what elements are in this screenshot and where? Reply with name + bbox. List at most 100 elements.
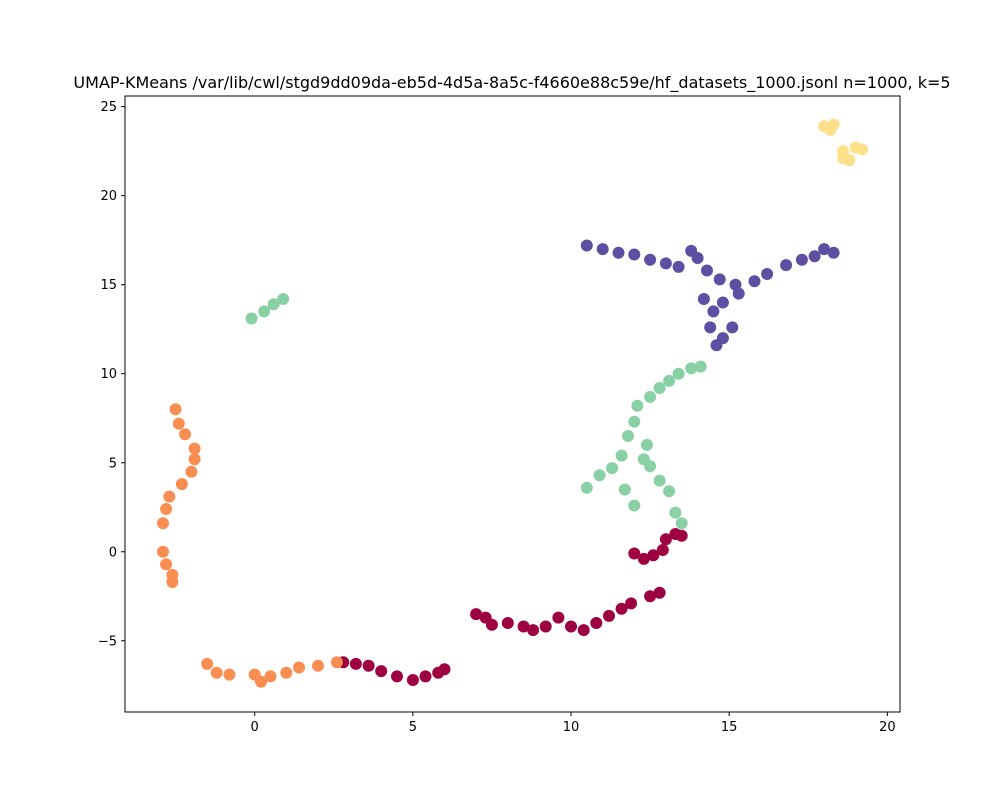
scatter-point	[694, 360, 707, 373]
scatter-point	[157, 545, 169, 558]
scatter-point	[565, 620, 577, 633]
plot-frame	[124, 95, 901, 713]
scatter-point	[258, 305, 271, 318]
scatter-point	[577, 624, 590, 637]
scatter-point	[647, 549, 660, 562]
points-layer	[157, 118, 868, 688]
scatter-point	[419, 670, 432, 683]
scatter-point	[622, 430, 634, 442]
scatter-point	[628, 415, 641, 428]
scatter-point	[644, 460, 657, 473]
scatter-point	[748, 275, 761, 288]
scatter-point	[245, 312, 258, 325]
scatter-point	[615, 602, 628, 615]
scatter-point	[406, 674, 419, 686]
scatter-point	[375, 665, 388, 678]
y-tick-label: 25	[100, 100, 117, 115]
scatter-point	[663, 485, 676, 498]
scatter-point	[618, 483, 631, 496]
scatter-point	[593, 469, 606, 482]
scatter-point	[628, 248, 641, 261]
scatter-point	[485, 618, 498, 631]
scatter-point	[169, 403, 182, 416]
scatter-point	[539, 620, 552, 633]
scatter-point	[628, 547, 641, 560]
y-tick-label: 10	[100, 367, 117, 382]
scatter-point	[716, 296, 729, 309]
scatter-point	[175, 478, 188, 491]
scatter-point	[644, 590, 657, 603]
scatter-point	[726, 321, 739, 334]
scatter-point	[625, 597, 638, 610]
scatter-point	[653, 382, 666, 394]
scatter-point	[312, 659, 324, 672]
scatter-point	[596, 243, 609, 256]
y-tick-label: 0	[109, 545, 117, 560]
scatter-point	[856, 143, 868, 156]
scatter-point	[264, 670, 277, 683]
x-axis: 0 5 10 15 20	[251, 712, 896, 735]
scatter-point	[517, 620, 530, 633]
scatter-point	[160, 503, 173, 515]
x-tick-label: 0	[251, 720, 259, 735]
scatter-point	[795, 253, 808, 266]
x-tick-label: 20	[879, 720, 896, 735]
scatter-point	[697, 293, 710, 305]
scatter-point	[653, 586, 666, 599]
scatter-point	[280, 666, 293, 679]
scatter-point	[691, 252, 704, 264]
scatter-point	[293, 661, 305, 674]
scatter-point	[628, 499, 641, 512]
y-tick-label: 5	[109, 456, 117, 471]
scatter-point	[713, 273, 726, 286]
scatter-point	[707, 305, 720, 318]
scatter-point	[732, 287, 745, 300]
scatter-point	[501, 617, 514, 629]
scatter-point	[580, 481, 593, 494]
scatter-point	[201, 657, 214, 670]
scatter-point	[827, 246, 840, 259]
scatter-point	[663, 374, 676, 387]
scatter-point	[166, 576, 179, 588]
scatter-point	[362, 659, 375, 672]
scatter-point	[659, 533, 672, 546]
chart-title: UMAP-KMeans /var/lib/cwl/stgd9dd09da-eb5…	[73, 73, 950, 93]
scatter-point	[701, 264, 713, 277]
scatter-point	[590, 617, 603, 629]
scatter-point	[818, 243, 831, 256]
scatter-point	[580, 239, 593, 252]
scatter-point	[710, 339, 723, 352]
scatter-point	[160, 558, 173, 571]
scatter-point	[552, 611, 565, 624]
x-tick-label: 5	[409, 720, 417, 735]
scatter-point	[824, 123, 837, 136]
scatter-point	[330, 656, 343, 669]
scatter-point	[527, 624, 540, 637]
scatter-point	[672, 367, 685, 380]
scatter-point	[644, 390, 657, 403]
scatter-point	[780, 259, 793, 272]
x-tick-label: 15	[721, 720, 738, 735]
scatter-point	[615, 449, 628, 462]
scatter-point	[267, 298, 280, 311]
scatter-point	[644, 253, 657, 266]
scatter-point	[438, 663, 451, 676]
scatter-point	[761, 268, 774, 280]
scatter-point	[612, 246, 625, 259]
y-tick-label: 20	[100, 189, 117, 204]
scatter-point	[659, 257, 672, 270]
scatter-point	[210, 666, 223, 679]
scatter-point	[603, 609, 615, 622]
scatter-point	[179, 428, 192, 441]
scatter-point	[669, 506, 682, 519]
scatter-point	[255, 675, 267, 688]
scatter-point	[163, 490, 176, 503]
scatter-point	[349, 657, 362, 670]
x-tick-label: 10	[563, 720, 580, 735]
scatter-point	[185, 465, 198, 478]
y-tick-label: −5	[98, 634, 117, 649]
scatter-point	[188, 453, 201, 466]
scatter-point	[606, 462, 619, 475]
